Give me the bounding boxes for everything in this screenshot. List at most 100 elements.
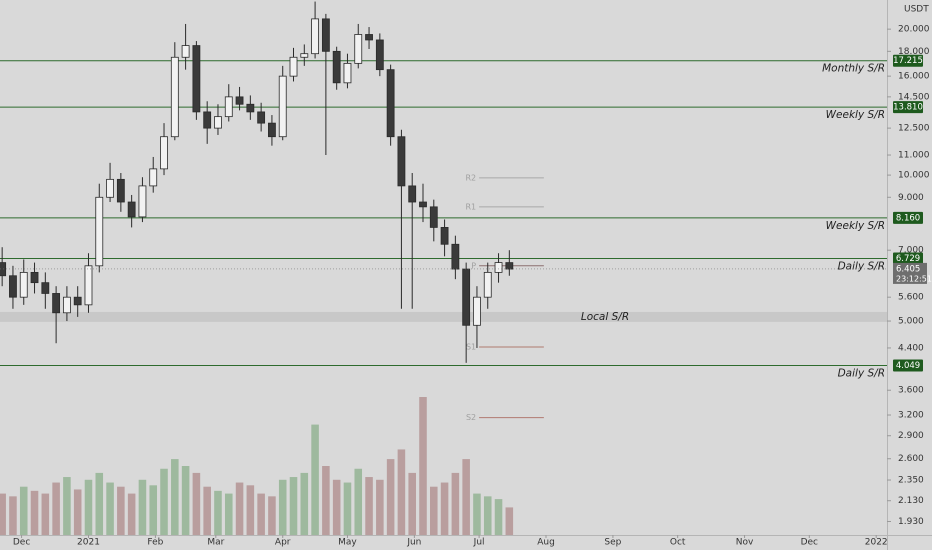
y-tick-label: 3.200 xyxy=(898,411,924,421)
y-tick-label: 4.400 xyxy=(898,343,924,353)
volume-bar xyxy=(203,486,211,535)
volume-bar xyxy=(30,490,39,535)
candle-body xyxy=(289,56,298,77)
candle-body xyxy=(375,39,384,71)
y-tick-label: 3.600 xyxy=(898,386,924,396)
volume-bar xyxy=(440,482,449,535)
candle-body xyxy=(397,136,406,187)
volume-bar xyxy=(138,479,147,535)
candle-body xyxy=(354,34,363,64)
y-tick-label: 1.930 xyxy=(898,517,924,527)
level-badge xyxy=(893,211,923,224)
volume-bar xyxy=(52,482,60,535)
candle-body xyxy=(203,111,212,129)
volume-bar xyxy=(397,449,406,535)
y-tick-label: 12.500 xyxy=(898,124,930,134)
pivot-label: R2 xyxy=(465,173,476,182)
candle-body xyxy=(440,227,449,245)
candle-body xyxy=(127,201,136,218)
y-tick-label: 2.130 xyxy=(898,496,924,506)
level-badge xyxy=(893,54,923,67)
candle-body xyxy=(419,201,427,208)
candle-body xyxy=(62,296,71,314)
candle-body xyxy=(332,50,341,84)
volume-bar xyxy=(268,496,276,535)
candle-body xyxy=(0,262,7,277)
x-tick-label: Feb xyxy=(147,538,163,548)
volume-bar xyxy=(419,397,427,535)
volume-bar xyxy=(9,496,17,535)
volume-bar xyxy=(278,479,287,535)
candle-body xyxy=(170,56,179,138)
candle-body xyxy=(160,136,168,170)
level-badge-label: 13.810 xyxy=(893,103,923,113)
level-badge-label: 6.729 xyxy=(896,254,920,264)
candle-body xyxy=(9,275,17,298)
y-tick-label: 18.000 xyxy=(898,47,930,57)
x-tick-label: Aug xyxy=(537,538,555,548)
pivot-label: P xyxy=(471,261,476,270)
x-tick-label: Nov xyxy=(736,538,754,548)
volume-bar xyxy=(160,468,168,535)
pivot-label: R1 xyxy=(465,202,476,211)
candle-body xyxy=(408,185,417,203)
volume-bar xyxy=(246,485,255,535)
candle-body xyxy=(386,69,395,138)
candle-body xyxy=(214,116,222,129)
zone-label: Local S/R xyxy=(581,311,629,323)
level-badge-label: 8.160 xyxy=(896,213,920,223)
level-badge-label: 17.215 xyxy=(893,56,923,66)
candle-body xyxy=(192,45,201,113)
level-badge xyxy=(893,101,923,114)
candle-body xyxy=(257,111,266,124)
x-tick-label: Dec xyxy=(13,538,30,548)
volume-bar xyxy=(106,482,114,535)
x-tick-label: Dec xyxy=(801,538,818,548)
candle-body xyxy=(473,296,481,326)
x-tick-label: Sep xyxy=(604,538,621,548)
y-tick-label: 9.000 xyxy=(898,193,924,203)
y-tick-label: 20.000 xyxy=(898,25,930,35)
volume-bar xyxy=(257,493,265,535)
level-name: Weekly S/R xyxy=(826,220,885,232)
volume-bar xyxy=(73,489,82,535)
volume-bar xyxy=(332,479,341,535)
candle-body xyxy=(343,62,352,84)
x-tick-label: Jul xyxy=(473,538,485,548)
pivot-label: S1 xyxy=(466,343,476,352)
volume-bar xyxy=(365,477,373,535)
candle-body xyxy=(181,45,190,58)
x-tick-label: Jun xyxy=(406,538,421,548)
candle-body xyxy=(278,75,287,138)
candle-body xyxy=(84,265,93,306)
last-price-label: 6.405 xyxy=(896,264,920,274)
volume-bar xyxy=(224,493,233,535)
candle-body xyxy=(73,296,82,306)
candle-body xyxy=(494,262,503,273)
y-tick-label: 10.000 xyxy=(898,171,930,181)
x-tick-label: 2022 xyxy=(865,538,888,548)
x-tick-label: Oct xyxy=(670,538,686,548)
level-badge-label: 4.049 xyxy=(896,361,920,371)
volume-bar xyxy=(127,493,136,535)
candle-body xyxy=(41,282,50,294)
x-tick-label: 2021 xyxy=(77,538,100,548)
countdown: 23:12:51 xyxy=(896,274,932,283)
candle-body xyxy=(365,34,373,41)
y-tick-label: 5.000 xyxy=(898,317,924,327)
level-name: Daily S/R xyxy=(838,367,885,379)
candle-body xyxy=(429,206,438,228)
x-tick-label: Apr xyxy=(275,538,291,548)
volume-bar xyxy=(376,479,384,535)
y-tick-label: 16.000 xyxy=(898,72,930,82)
candle-body xyxy=(19,271,28,298)
volume-bar xyxy=(354,468,363,535)
volume-bar xyxy=(95,472,104,535)
candle-body xyxy=(451,243,460,270)
unit-label: USDT xyxy=(904,5,929,15)
volume-bar xyxy=(483,496,492,535)
y-tick-label: 2.600 xyxy=(898,454,924,464)
candle-body xyxy=(268,122,276,138)
candle-body xyxy=(95,196,104,267)
